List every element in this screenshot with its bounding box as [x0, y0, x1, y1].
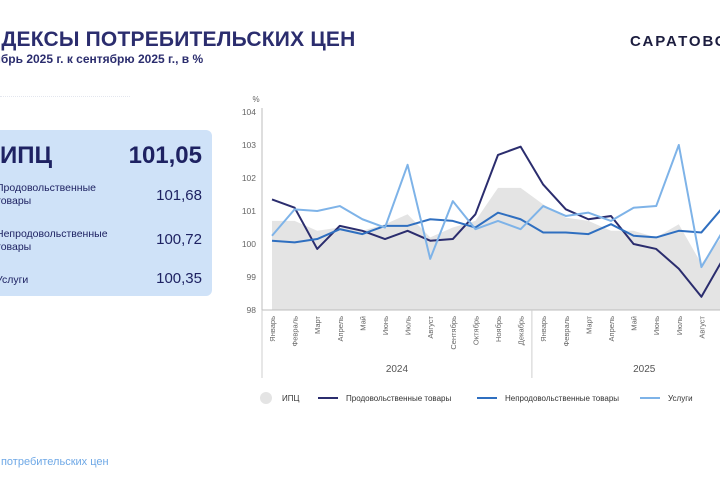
x-tick-label: Октябрь	[471, 316, 480, 345]
dotted-divider	[0, 96, 130, 97]
legend-swatch-cpi	[260, 392, 272, 404]
x-tick-label: Апрель	[607, 316, 616, 342]
year-label: 2025	[633, 364, 656, 375]
legend-label: Непродовольственные товары	[505, 394, 619, 403]
cpi-value: 101,05	[128, 142, 202, 169]
y-tick-label: 101	[242, 206, 256, 216]
x-tick-label: Июнь	[381, 316, 390, 335]
food-value: 101,68	[156, 187, 202, 204]
x-tick-label: Декабрь	[517, 316, 526, 345]
y-axis-unit-label: %	[252, 95, 259, 104]
food-label: Продовольственные товары	[0, 182, 96, 207]
cpi-label: ИПЦ	[0, 142, 53, 169]
nonfood-value: 100,72	[156, 231, 202, 248]
cpi-area	[272, 187, 720, 310]
x-tick-label: Сентябрь	[449, 316, 458, 350]
x-tick-label: Май	[358, 316, 367, 331]
legend-label: ИПЦ	[282, 394, 300, 403]
series-line	[271, 209, 720, 244]
nonfood-label: Непродовольственные товары	[0, 228, 108, 253]
y-tick-label: 103	[242, 140, 256, 150]
x-tick-label: Январь	[268, 316, 277, 342]
services-label: Услуги	[0, 274, 29, 286]
series-line	[271, 144, 720, 269]
x-tick-label: Май	[630, 316, 639, 331]
y-tick-label: 100	[242, 239, 256, 249]
page-subtitle: тябрь 2025 г. к сентябрю 2025 г., в %	[0, 52, 204, 66]
brand-logo-text: САРАТОВС	[630, 33, 720, 50]
series-line	[271, 145, 720, 298]
x-tick-label: Август	[697, 315, 706, 338]
footnote: ы потребительских цен	[0, 456, 109, 468]
page-title: НДЕКСЫ ПОТРЕБИТЕЛЬСКИХ ЦЕН	[0, 28, 356, 51]
legend-label: Услуги	[668, 394, 693, 403]
x-tick-label: Март	[313, 315, 322, 334]
x-tick-label: Ноябрь	[494, 316, 503, 342]
y-tick-label: 102	[242, 173, 256, 183]
x-tick-label: Июль	[404, 316, 413, 335]
services-value: 100,35	[156, 270, 202, 287]
x-tick-label: Апрель	[336, 316, 345, 342]
legend-label: Продовольственные товары	[346, 394, 451, 403]
x-tick-label: Февраль	[562, 316, 571, 347]
x-tick-label: Февраль	[291, 316, 300, 347]
x-tick-label: Август	[426, 315, 435, 338]
y-tick-label: 98	[247, 305, 257, 315]
x-tick-label: Март	[584, 315, 593, 334]
year-label: 2024	[386, 364, 409, 375]
summary-panel	[0, 130, 212, 296]
y-tick-label: 104	[242, 107, 256, 117]
x-tick-label: Январь	[539, 316, 548, 342]
x-tick-label: Июнь	[652, 316, 661, 335]
y-tick-label: 99	[247, 272, 257, 282]
x-tick-label: Июль	[675, 316, 684, 335]
